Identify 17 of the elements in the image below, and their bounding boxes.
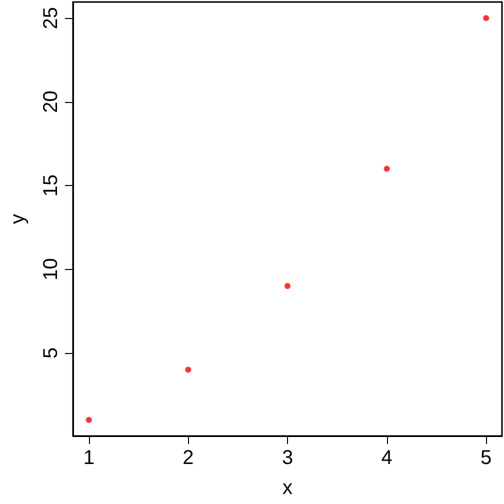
y-tick-label: 20: [40, 90, 62, 113]
x-tick-label: 1: [83, 447, 94, 469]
y-tick-label: 5: [40, 347, 62, 359]
x-tick-label: 4: [381, 447, 392, 469]
x-tick-label: 3: [282, 447, 294, 469]
point: [185, 366, 192, 373]
x-axis-title: x: [282, 477, 292, 499]
y-tick-label: 15: [40, 174, 62, 197]
y-tick-label: 10: [40, 258, 62, 280]
y-axis-title: y: [7, 214, 29, 224]
x-tick-label: 5: [480, 447, 492, 469]
x-tick-label: 2: [182, 447, 194, 469]
point: [483, 15, 490, 22]
y-tick-label: 25: [40, 6, 62, 30]
point: [384, 166, 390, 172]
point: [86, 416, 92, 423]
point: [284, 282, 290, 289]
